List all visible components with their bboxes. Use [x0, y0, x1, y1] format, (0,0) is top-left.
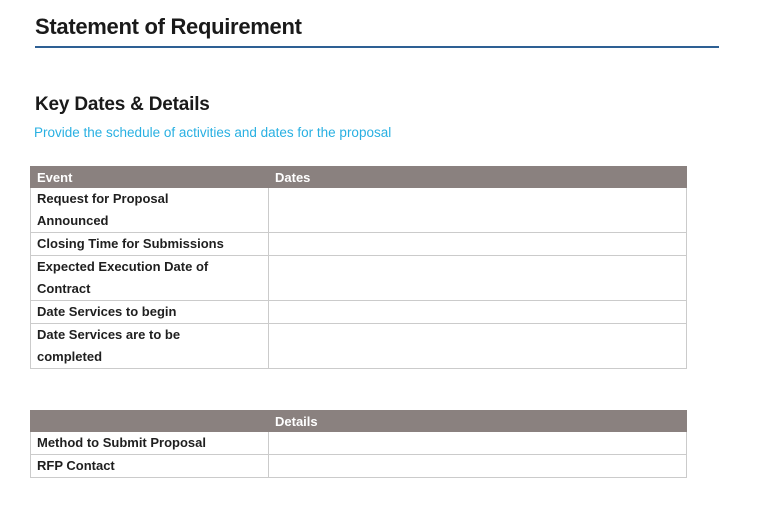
table-row: Closing Time for Submissions — [30, 232, 687, 256]
column-header-details: Details — [268, 410, 687, 432]
key-dates-table: Event Dates Request for Proposal Announc… — [30, 166, 687, 369]
date-input-cell[interactable] — [268, 323, 687, 369]
table-row: Date Services to begin — [30, 300, 687, 324]
detail-input-cell[interactable] — [268, 431, 687, 455]
details-table: Details Method to Submit Proposal RFP Co… — [30, 410, 687, 478]
date-input-cell[interactable] — [268, 300, 687, 324]
section-subtitle: Provide the schedule of activities and d… — [34, 125, 392, 140]
column-header-dates: Dates — [268, 166, 687, 188]
section-heading: Key Dates & Details — [35, 94, 210, 115]
table-row: Request for Proposal Announced — [30, 187, 687, 233]
detail-label-cell: RFP Contact — [30, 454, 269, 478]
detail-input-cell[interactable] — [268, 454, 687, 478]
event-cell: Closing Time for Submissions — [30, 232, 269, 256]
column-header-event: Event — [30, 166, 269, 188]
date-input-cell[interactable] — [268, 255, 687, 301]
table-row: Expected Execution Date of Contract — [30, 255, 687, 301]
page-title: Statement of Requirement — [35, 14, 719, 48]
event-cell: Expected Execution Date of Contract — [30, 255, 269, 301]
column-header-blank — [30, 410, 269, 432]
event-cell: Date Services to begin — [30, 300, 269, 324]
table-header-row: Details — [30, 410, 687, 432]
table-header-row: Event Dates — [30, 166, 687, 188]
event-cell: Request for Proposal Announced — [30, 187, 269, 233]
detail-label-cell: Method to Submit Proposal — [30, 431, 269, 455]
table-row: RFP Contact — [30, 454, 687, 478]
event-cell: Date Services are to be completed — [30, 323, 269, 369]
table-row: Method to Submit Proposal — [30, 431, 687, 455]
date-input-cell[interactable] — [268, 232, 687, 256]
date-input-cell[interactable] — [268, 187, 687, 233]
table-row: Date Services are to be completed — [30, 323, 687, 369]
